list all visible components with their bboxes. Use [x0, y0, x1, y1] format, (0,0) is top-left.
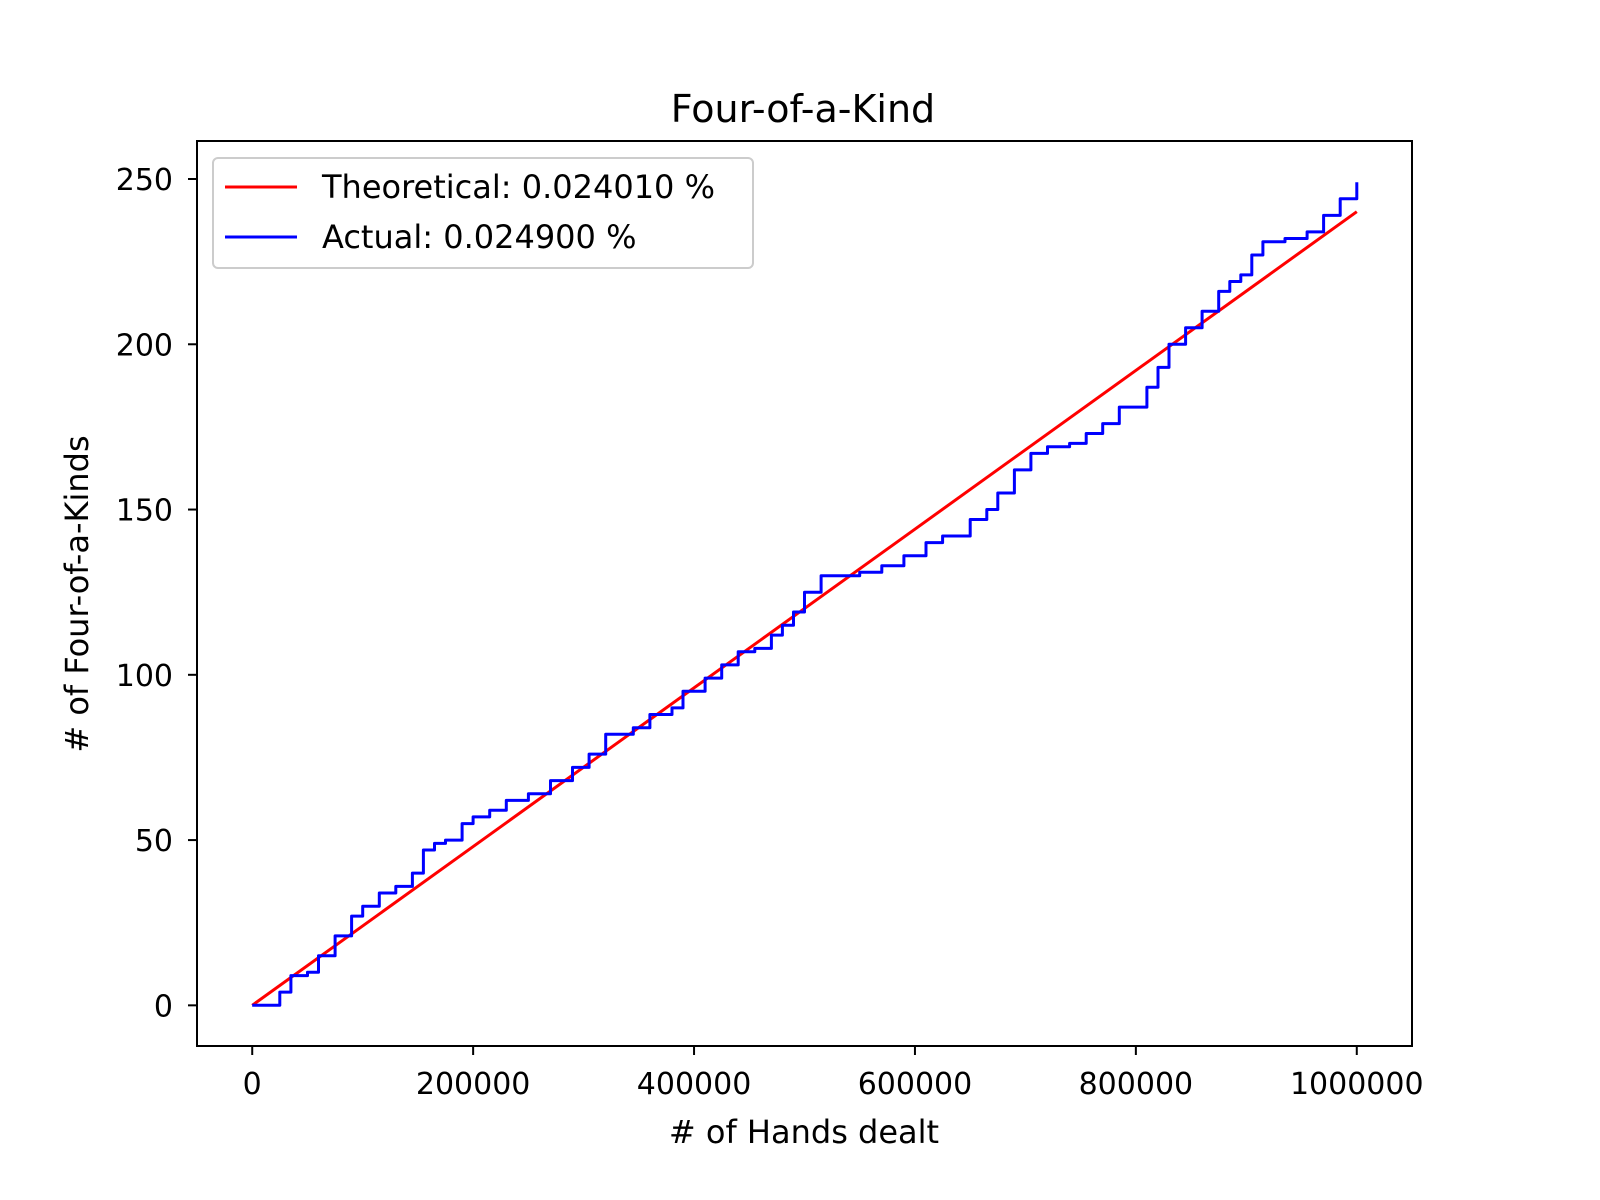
x-axis-label: # of Hands dealt	[669, 1113, 939, 1151]
x-tick-label: 400000	[637, 1067, 752, 1102]
series-line-actual	[252, 182, 1359, 1007]
plot-frame	[196, 140, 1413, 1047]
legend-label-actual: Actual: 0.024900 %	[322, 218, 636, 256]
legend-label-theoretical: Theoretical: 0.024010 %	[321, 168, 715, 206]
y-tick-label: 250	[116, 163, 173, 198]
x-tick-label: 200000	[416, 1067, 531, 1102]
y-tick-label: 150	[116, 494, 173, 529]
y-tick-label: 0	[154, 989, 173, 1024]
y-axis-label: # of Four-of-a-Kinds	[58, 435, 96, 752]
y-tick-label: 100	[116, 659, 173, 694]
legend: Theoretical: 0.024010 % Actual: 0.024900…	[212, 157, 754, 269]
y-tick-label: 200	[116, 328, 173, 363]
y-tick-label: 50	[135, 824, 173, 859]
legend-box	[212, 157, 754, 269]
x-tick-label: 600000	[858, 1067, 973, 1102]
x-tick-label: 1000000	[1290, 1067, 1424, 1102]
chart-title: Four-of-a-Kind	[671, 87, 935, 131]
x-tick-label: 800000	[1079, 1067, 1194, 1102]
x-tick-label: 0	[243, 1067, 262, 1102]
